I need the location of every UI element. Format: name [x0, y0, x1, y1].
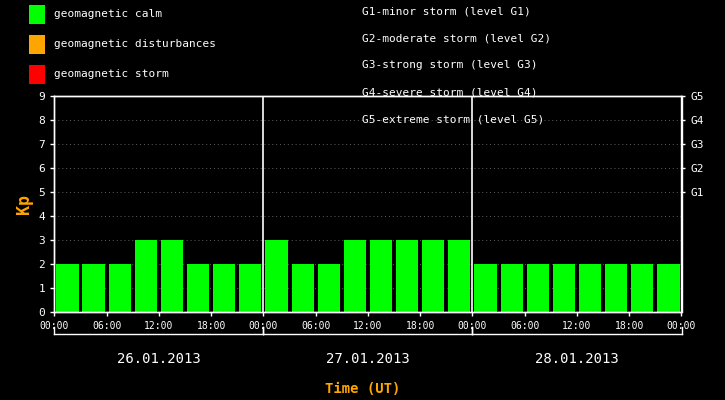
Bar — [552, 264, 575, 312]
Bar — [344, 240, 366, 312]
Bar — [187, 264, 210, 312]
Bar — [422, 240, 444, 312]
Text: 27.01.2013: 27.01.2013 — [326, 352, 410, 366]
Bar — [161, 240, 183, 312]
Bar — [109, 264, 130, 312]
Text: geomagnetic calm: geomagnetic calm — [54, 9, 162, 19]
Text: G2-moderate storm (level G2): G2-moderate storm (level G2) — [362, 33, 552, 43]
Bar — [239, 264, 262, 312]
Text: G3-strong storm (level G3): G3-strong storm (level G3) — [362, 60, 538, 70]
Bar — [135, 240, 157, 312]
Text: 26.01.2013: 26.01.2013 — [117, 352, 201, 366]
Bar — [448, 240, 471, 312]
Bar — [631, 264, 653, 312]
Bar — [500, 264, 523, 312]
Text: G1-minor storm (level G1): G1-minor storm (level G1) — [362, 6, 531, 16]
Bar — [83, 264, 104, 312]
Bar — [318, 264, 340, 312]
Text: 28.01.2013: 28.01.2013 — [535, 352, 619, 366]
Text: geomagnetic storm: geomagnetic storm — [54, 69, 168, 79]
Bar — [396, 240, 418, 312]
Text: Time (UT): Time (UT) — [325, 382, 400, 396]
Bar — [370, 240, 392, 312]
Text: geomagnetic disturbances: geomagnetic disturbances — [54, 39, 215, 49]
Bar — [474, 264, 497, 312]
Bar — [658, 264, 679, 312]
Bar — [213, 264, 236, 312]
Y-axis label: Kp: Kp — [15, 194, 33, 214]
Bar — [57, 264, 78, 312]
Bar — [265, 240, 288, 312]
Text: G5-extreme storm (level G5): G5-extreme storm (level G5) — [362, 115, 544, 125]
Bar — [291, 264, 314, 312]
Text: G4-severe storm (level G4): G4-severe storm (level G4) — [362, 88, 538, 98]
Bar — [579, 264, 601, 312]
Bar — [605, 264, 627, 312]
Bar — [526, 264, 549, 312]
